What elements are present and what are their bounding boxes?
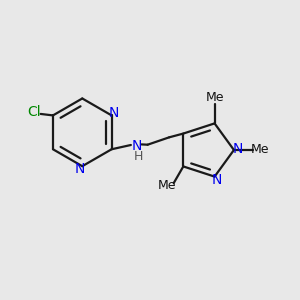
- Text: H: H: [134, 150, 143, 163]
- Text: Me: Me: [158, 179, 176, 192]
- Text: N: N: [74, 161, 85, 176]
- Text: N: N: [232, 142, 243, 156]
- Text: N: N: [109, 106, 119, 120]
- Text: Me: Me: [250, 143, 269, 157]
- Text: N: N: [211, 172, 221, 187]
- Text: N: N: [132, 139, 142, 153]
- Text: Cl: Cl: [27, 106, 41, 119]
- Text: Me: Me: [205, 91, 224, 104]
